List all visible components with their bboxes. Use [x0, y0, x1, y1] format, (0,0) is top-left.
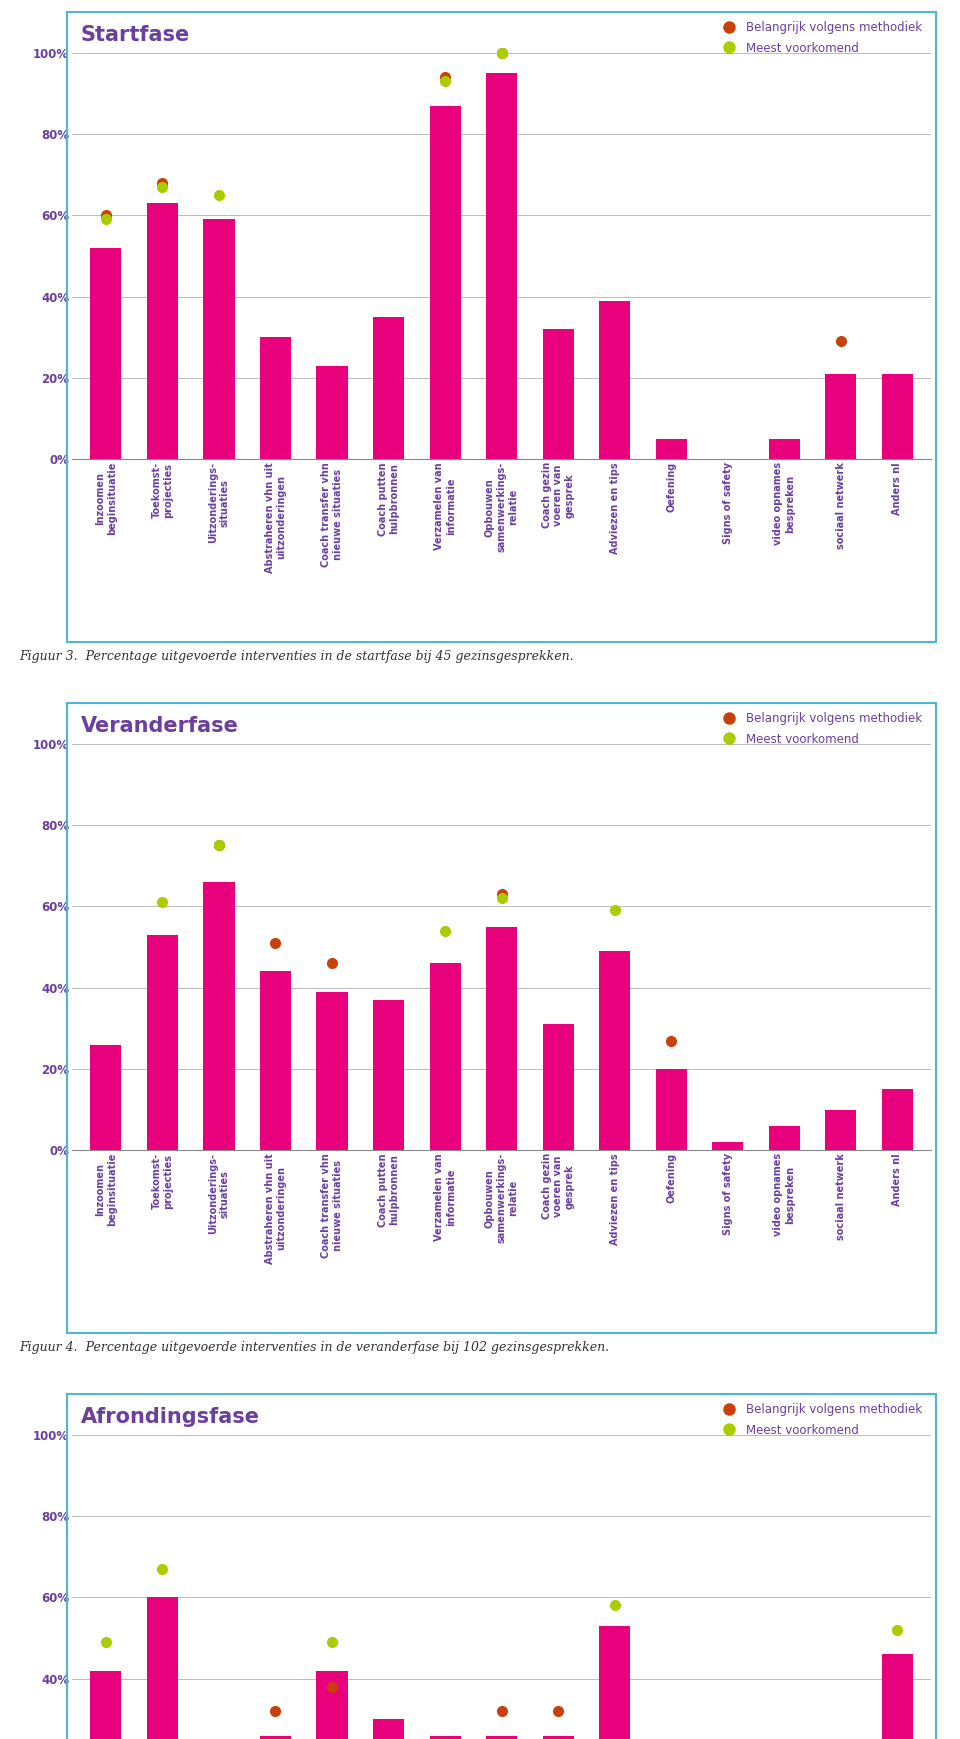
Bar	[599, 1626, 630, 1739]
Bar	[881, 374, 913, 459]
Text: Afrondingsfase: Afrondingsfase	[81, 1407, 259, 1428]
Bar	[260, 972, 291, 1149]
Bar	[486, 1736, 517, 1739]
Bar	[429, 963, 461, 1149]
Bar	[769, 438, 800, 459]
Bar	[429, 106, 461, 459]
Bar	[90, 1671, 122, 1739]
Bar	[656, 1069, 686, 1149]
Bar	[373, 1000, 404, 1149]
Legend: Belangrijk volgens methodiek, Meest voorkomend: Belangrijk volgens methodiek, Meest voor…	[713, 710, 925, 750]
Bar	[373, 316, 404, 459]
Bar	[147, 936, 178, 1149]
Bar	[147, 203, 178, 459]
Legend: Belangrijk volgens methodiek, Meest voorkomend: Belangrijk volgens methodiek, Meest voor…	[713, 17, 925, 57]
Bar	[881, 1089, 913, 1149]
Text: Veranderfase: Veranderfase	[81, 716, 238, 736]
Bar	[826, 1109, 856, 1149]
Bar	[373, 1720, 404, 1739]
Bar	[542, 1736, 574, 1739]
Bar	[90, 249, 122, 459]
Bar	[90, 1045, 122, 1149]
Bar	[317, 991, 348, 1149]
Bar	[429, 1736, 461, 1739]
Bar	[486, 73, 517, 459]
Legend: Belangrijk volgens methodiek, Meest voorkomend: Belangrijk volgens methodiek, Meest voor…	[713, 1400, 925, 1440]
Bar	[204, 882, 234, 1149]
Bar	[712, 1143, 743, 1149]
Text: Figuur 3.  Percentage uitgevoerde interventies in de startfase bij 45 gezinsgesp: Figuur 3. Percentage uitgevoerde interve…	[19, 650, 574, 663]
Bar	[147, 1598, 178, 1739]
Text: Figuur 4.  Percentage uitgevoerde interventies in de veranderfase bij 102 gezins: Figuur 4. Percentage uitgevoerde interve…	[19, 1341, 610, 1355]
Bar	[769, 1125, 800, 1149]
Bar	[826, 374, 856, 459]
Bar	[542, 329, 574, 459]
Bar	[204, 219, 234, 459]
Bar	[260, 1736, 291, 1739]
Bar	[486, 927, 517, 1149]
Bar	[881, 1654, 913, 1739]
Bar	[599, 951, 630, 1149]
Text: Startfase: Startfase	[81, 26, 190, 45]
Bar	[260, 337, 291, 459]
Bar	[317, 365, 348, 459]
Bar	[599, 301, 630, 459]
Bar	[656, 438, 686, 459]
Bar	[542, 1024, 574, 1149]
Bar	[317, 1671, 348, 1739]
